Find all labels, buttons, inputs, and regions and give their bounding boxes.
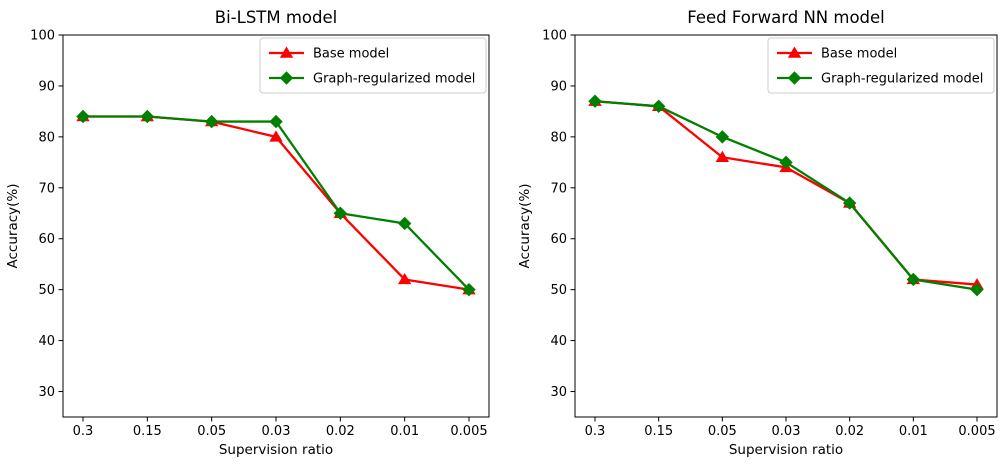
y-tick-label: 50 bbox=[38, 283, 55, 298]
marker-graph-regularized-model bbox=[906, 272, 921, 287]
x-axis-label: Supervision ratio bbox=[219, 442, 333, 458]
chart-title: Feed Forward NN model bbox=[687, 8, 885, 27]
marker-graph-regularized-model bbox=[842, 196, 857, 210]
y-tick-label: 60 bbox=[38, 232, 55, 247]
legend-label-base-model: Base model bbox=[313, 47, 389, 62]
y-tick-label: 40 bbox=[38, 334, 55, 349]
y-tick-label: 50 bbox=[550, 283, 567, 298]
y-tick-label: 90 bbox=[38, 79, 55, 94]
y-axis-label: Accuracy(%) bbox=[517, 184, 533, 269]
x-tick-label: 0.15 bbox=[644, 424, 673, 439]
marker-graph-regularized-model bbox=[204, 114, 219, 129]
y-tick-label: 70 bbox=[550, 181, 567, 196]
y-tick-label: 80 bbox=[38, 130, 55, 145]
legend-label-base-model: Base model bbox=[821, 47, 897, 62]
legend-box bbox=[259, 37, 487, 94]
x-tick-label: 0.01 bbox=[899, 424, 928, 439]
x-axis-label: Supervision ratio bbox=[729, 442, 843, 458]
legend-label-graph-regularized-model: Graph-regularized model bbox=[313, 72, 475, 87]
legend: Base model Graph-regularized model bbox=[767, 37, 995, 94]
x-tick-label: 0.02 bbox=[326, 424, 355, 439]
marker-graph-regularized-model bbox=[779, 155, 793, 170]
marker-graph-regularized-model bbox=[651, 99, 666, 114]
y-tick-label: 90 bbox=[550, 79, 567, 94]
marker-graph-regularized-model bbox=[76, 109, 90, 124]
chart-title: Bi-LSTM model bbox=[215, 8, 337, 27]
legend: Base model Graph-regularized model bbox=[259, 37, 487, 94]
series-line-base-model bbox=[81, 115, 471, 291]
marker-legend-graph-regularized-model bbox=[279, 71, 294, 85]
marker-graph-regularized-model bbox=[269, 114, 283, 129]
marker-graph-regularized-model bbox=[970, 282, 984, 297]
x-tick-label: 0.15 bbox=[133, 424, 162, 439]
series-line-graph-regularized-model bbox=[81, 115, 471, 291]
y-tick-label: 40 bbox=[550, 334, 567, 349]
x-tick-label: 0.3 bbox=[585, 424, 606, 439]
chart-feed-forward-nn-model: Feed Forward NN model 100 90 80 70 60 50 40 30 0.… bbox=[503, 0, 1006, 470]
marker-graph-regularized-model bbox=[140, 109, 155, 124]
marker-graph-regularized-model bbox=[715, 130, 730, 144]
y-tick-label: 100 bbox=[30, 29, 55, 44]
series-line-graph-regularized-model bbox=[593, 100, 979, 291]
y-tick-label: 30 bbox=[38, 385, 55, 400]
marker-base-model bbox=[397, 273, 412, 285]
x-tick-label: 0.05 bbox=[708, 424, 737, 439]
marker-base-model bbox=[715, 150, 730, 162]
y-tick-label: 60 bbox=[550, 232, 567, 247]
y-tick-label: 80 bbox=[550, 130, 567, 145]
x-tick-label: 0.01 bbox=[390, 424, 419, 439]
series-line-base-model bbox=[593, 100, 979, 286]
marker-legend-base-model bbox=[787, 46, 802, 58]
chart-canvas: Feed Forward NN model 100 90 80 70 60 50 40 30 0.… bbox=[517, 8, 998, 458]
y-tick-label: 70 bbox=[38, 181, 55, 196]
legend-box bbox=[767, 37, 995, 94]
marker-graph-regularized-model bbox=[588, 94, 602, 108]
marker-base-model bbox=[269, 130, 283, 142]
chart-canvas: Bi-LSTM model 100 90 80 70 60 50 40 30 0.3 0.15 0.0… bbox=[5, 8, 490, 458]
x-tick-label: 0.03 bbox=[772, 424, 801, 439]
x-tick-label: 0.05 bbox=[197, 424, 226, 439]
y-axis-label: Accuracy(%) bbox=[5, 184, 21, 269]
marker-legend-base-model bbox=[279, 46, 294, 58]
x-tick-label: 0.3 bbox=[73, 424, 94, 439]
chart-bilstm-model: Bi-LSTM model 100 90 80 70 60 50 40 30 0.3 0.15 0.0… bbox=[5, 8, 490, 458]
x-tick-label: 0.005 bbox=[450, 424, 487, 439]
x-tick-label: 0.005 bbox=[958, 424, 995, 439]
marker-graph-regularized-model bbox=[333, 206, 348, 220]
marker-legend-graph-regularized-model bbox=[787, 71, 802, 85]
marker-graph-regularized-model bbox=[462, 282, 476, 297]
y-tick-label: 30 bbox=[550, 385, 567, 400]
x-tick-label: 0.03 bbox=[262, 424, 291, 439]
legend-label-graph-regularized-model: Graph-regularized model bbox=[821, 72, 983, 87]
x-tick-label: 0.02 bbox=[835, 424, 864, 439]
y-tick-label: 100 bbox=[542, 29, 567, 44]
marker-graph-regularized-model bbox=[397, 216, 412, 231]
